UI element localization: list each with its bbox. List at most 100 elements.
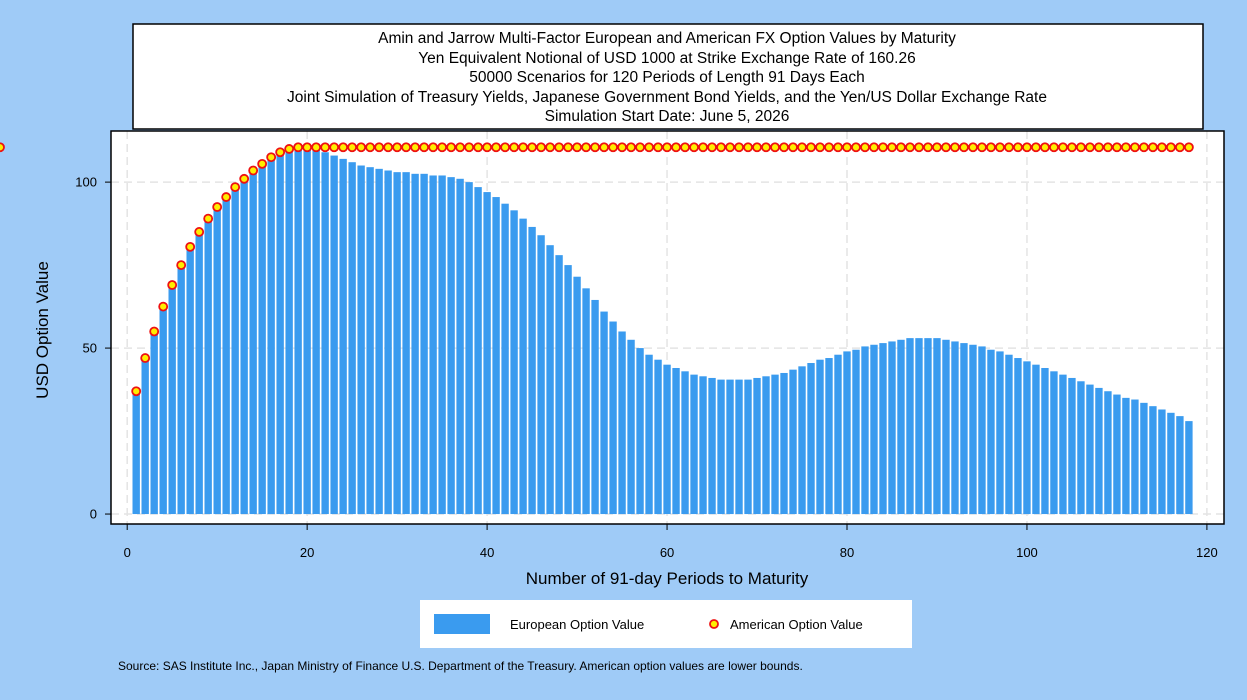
point [284, 144, 295, 154]
bar [843, 351, 851, 515]
point [680, 142, 690, 153]
point [167, 280, 178, 290]
bar [357, 165, 365, 515]
bar [600, 311, 608, 515]
point [662, 142, 672, 153]
bar [1032, 364, 1040, 515]
point [905, 142, 915, 153]
bar [1077, 381, 1085, 515]
bar [591, 299, 599, 515]
chart-title: Simulation Start Date: June 5, 2026 [545, 108, 790, 125]
point [527, 142, 537, 153]
bar [438, 175, 446, 515]
bar [582, 288, 590, 515]
bar [150, 331, 158, 515]
point [698, 142, 708, 153]
point [734, 142, 744, 153]
bar [987, 349, 995, 515]
x-tick-label: 100 [1016, 545, 1038, 560]
point [320, 142, 331, 153]
bar [213, 207, 221, 515]
point [491, 142, 501, 153]
bar [951, 341, 959, 515]
point [194, 227, 205, 237]
point [896, 142, 906, 153]
point [365, 142, 376, 153]
point [212, 202, 223, 212]
bar [690, 374, 698, 515]
bar [753, 377, 761, 515]
point [1004, 142, 1014, 153]
bar [492, 197, 500, 515]
bar [1095, 387, 1103, 515]
point [293, 142, 304, 153]
x-tick-label: 60 [660, 545, 674, 560]
bar [186, 246, 194, 515]
point [941, 142, 951, 153]
chart-title: 50000 Scenarios for 120 Periods of Lengt… [469, 69, 865, 86]
point [923, 142, 933, 153]
point [608, 142, 618, 153]
point [410, 142, 421, 153]
point [779, 142, 789, 153]
point [977, 142, 987, 153]
point [545, 142, 555, 153]
point [1067, 142, 1077, 153]
point [815, 142, 825, 153]
point [1085, 142, 1095, 153]
point [149, 326, 160, 337]
bar [294, 147, 302, 515]
bar [744, 379, 752, 515]
bar [1014, 358, 1022, 515]
bar [1059, 374, 1067, 515]
point [131, 386, 142, 397]
point [869, 142, 879, 153]
point [689, 142, 699, 153]
point [824, 142, 834, 153]
point [482, 142, 492, 153]
point [995, 142, 1005, 153]
bar [771, 374, 779, 515]
bar [861, 346, 869, 515]
point [1130, 142, 1140, 153]
point [1184, 142, 1194, 153]
point [473, 142, 484, 153]
bar [420, 173, 428, 515]
point [725, 142, 735, 153]
bar [780, 372, 788, 515]
point [356, 142, 367, 153]
bar [1041, 367, 1049, 515]
bar [132, 391, 140, 515]
bar [402, 172, 410, 515]
point [1013, 142, 1023, 153]
bar [267, 157, 275, 515]
bar [1113, 394, 1121, 515]
point [1139, 142, 1149, 153]
point [554, 142, 564, 153]
legend [420, 600, 912, 648]
bar [465, 182, 473, 515]
point [1040, 142, 1050, 153]
chart-title: Yen Equivalent Notional of USD 1000 at S… [418, 50, 915, 67]
bar [546, 245, 554, 515]
chart-title: Joint Simulation of Treasury Yields, Jap… [287, 89, 1047, 106]
bar [537, 235, 545, 515]
bar [699, 376, 707, 515]
bar [933, 338, 941, 515]
bar [474, 187, 482, 515]
bar [222, 197, 230, 515]
source-note: Source: SAS Institute Inc., Japan Minist… [118, 659, 803, 673]
point [302, 142, 313, 153]
point [536, 142, 546, 153]
point [671, 142, 681, 153]
point [1103, 142, 1113, 153]
bar [366, 167, 374, 515]
bar [627, 339, 635, 515]
bar [681, 371, 689, 515]
point [707, 142, 717, 153]
point [329, 142, 340, 153]
bar [177, 265, 185, 515]
point [1058, 142, 1068, 153]
point [1094, 142, 1104, 153]
